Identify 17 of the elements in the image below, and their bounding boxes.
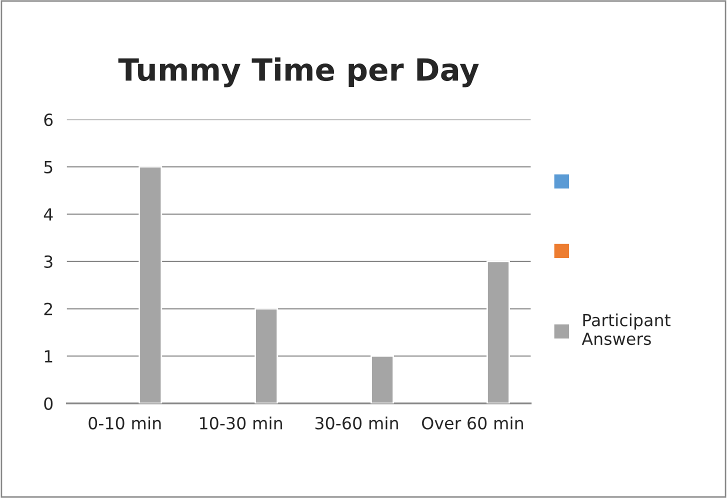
y-tick-label: 5 (44, 161, 52, 174)
x-tick-label: 0-10 min (88, 416, 161, 430)
x-tick-label: 10-30 min (200, 416, 282, 430)
legend-label: Participant Answers (582, 314, 670, 346)
bar (370, 355, 394, 404)
chart-title: Tummy Time per Day (118, 57, 479, 88)
bar (254, 308, 278, 404)
y-tick-label: 1 (44, 350, 52, 362)
y-tick-label: 3 (44, 255, 52, 268)
y-tick-label: 2 (44, 302, 52, 316)
bar (138, 166, 162, 404)
y-tick-label: 0 (44, 397, 53, 410)
x-tick-label: Over 60 min (422, 416, 523, 430)
x-tick-label: 30-60 min (315, 416, 398, 430)
bar (486, 260, 510, 404)
y-tick-label: 6 (44, 113, 53, 126)
y-tick-label: 4 (44, 208, 53, 220)
